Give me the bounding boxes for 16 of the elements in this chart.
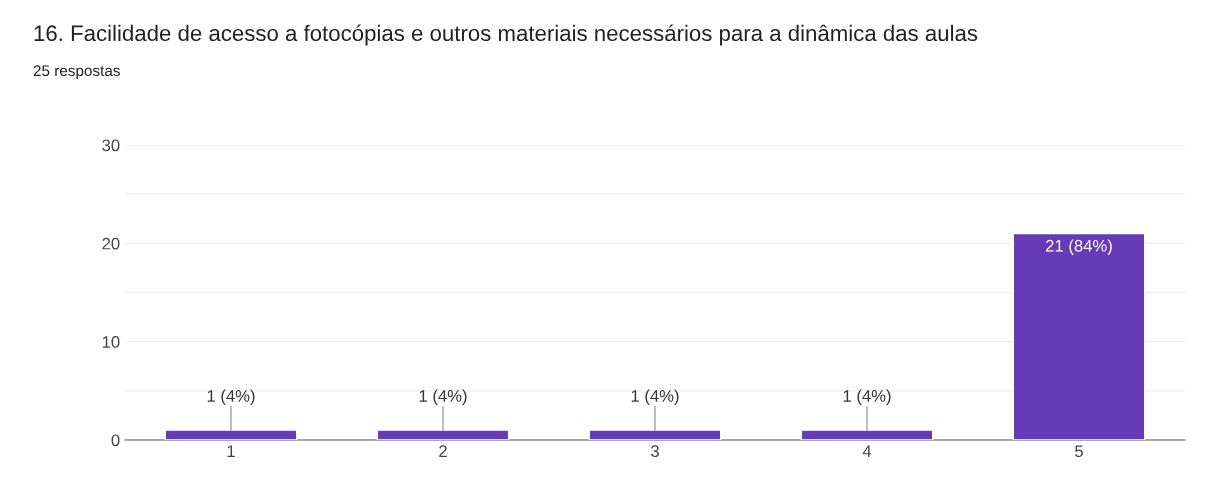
chart-title: 16. Facilidade de acesso a fotocópias e outros materiais necessários para a dinâmica das aulas xyxy=(34,24,978,46)
data-label: 1 (4%) xyxy=(843,389,891,406)
y-tick-label: 20 xyxy=(102,237,120,250)
x-tick-label: 1 xyxy=(227,445,235,457)
y-tick-label: 30 xyxy=(102,139,120,152)
data-label: 21 (84%) xyxy=(1046,239,1112,255)
x-tick-label: 2 xyxy=(439,445,447,457)
data-label: 1 (4%) xyxy=(419,389,467,406)
data-label: 1 (4%) xyxy=(207,389,255,406)
y-tick-label: 10 xyxy=(102,336,120,348)
x-tick-label: 4 xyxy=(862,445,872,457)
x-tick-label: 3 xyxy=(651,445,659,458)
y-tick-label: 0 xyxy=(111,434,120,447)
data-label: 1 (4%) xyxy=(631,389,679,406)
chart-subtitle: 25 respostas xyxy=(33,65,120,80)
x-tick-label: 5 xyxy=(1075,445,1083,458)
